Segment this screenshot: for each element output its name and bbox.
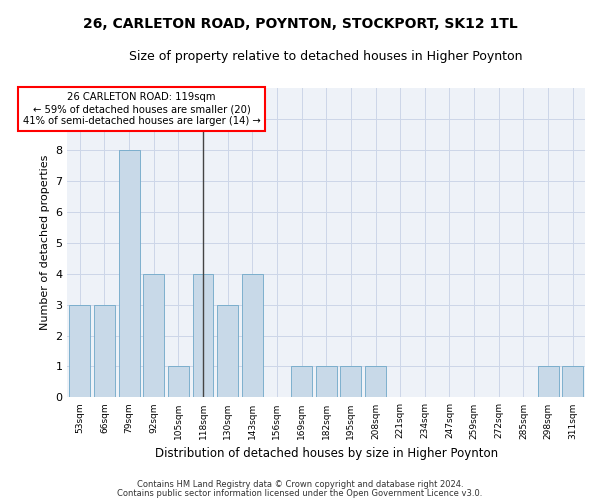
Bar [168,366,189,398]
Bar [143,274,164,398]
Bar [217,304,238,398]
Bar [562,366,583,398]
Bar [119,150,140,398]
Y-axis label: Number of detached properties: Number of detached properties [40,155,50,330]
Title: Size of property relative to detached houses in Higher Poynton: Size of property relative to detached ho… [130,50,523,63]
Text: 26, CARLETON ROAD, POYNTON, STOCKPORT, SK12 1TL: 26, CARLETON ROAD, POYNTON, STOCKPORT, S… [83,18,517,32]
Text: Contains public sector information licensed under the Open Government Licence v3: Contains public sector information licen… [118,488,482,498]
Bar [94,304,115,398]
Text: Contains HM Land Registry data © Crown copyright and database right 2024.: Contains HM Land Registry data © Crown c… [137,480,463,489]
Bar [365,366,386,398]
Bar [291,366,312,398]
Bar [316,366,337,398]
Bar [538,366,559,398]
X-axis label: Distribution of detached houses by size in Higher Poynton: Distribution of detached houses by size … [155,447,498,460]
Text: 26 CARLETON ROAD: 119sqm
← 59% of detached houses are smaller (20)
41% of semi-d: 26 CARLETON ROAD: 119sqm ← 59% of detach… [23,92,260,126]
Bar [69,304,90,398]
Bar [340,366,361,398]
Bar [242,274,263,398]
Bar [193,274,214,398]
